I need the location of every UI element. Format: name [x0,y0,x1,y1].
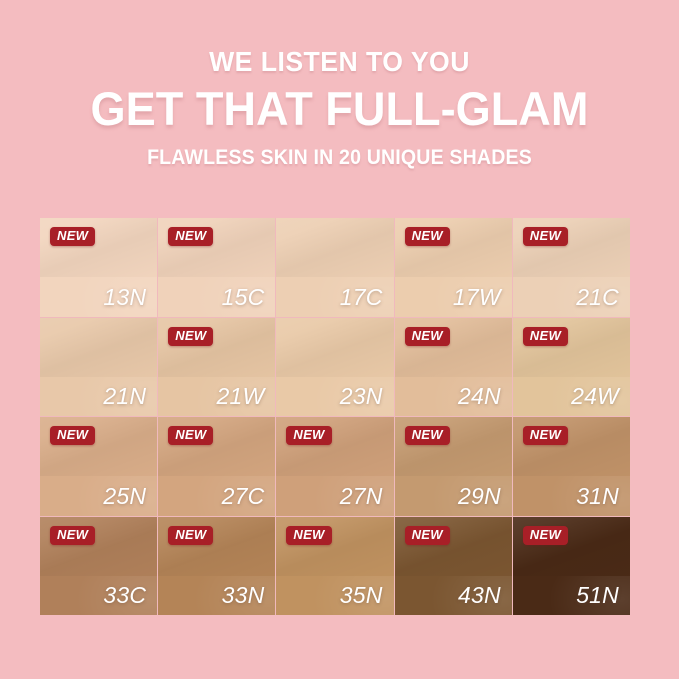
shade-code-label: 27N [339,482,383,509]
headline-text: GET THAT FULL-GLAM [90,82,589,135]
swatch-sheen-overlay [276,317,394,377]
swatch-sheen-overlay [40,317,158,377]
header-block: WE LISTEN TO YOU GET THAT FULL-GLAM FLAW… [0,46,679,170]
shade-swatch[interactable]: NEW 15C [158,218,276,317]
shade-swatch-grid: NEW13NNEW15CNEW17CNEW17WNEW21CNEW21NNEW2… [40,218,630,615]
shade-swatch[interactable]: NEW 24N [394,317,512,416]
shade-swatch[interactable]: NEW 35N [276,516,394,615]
shade-code-label: 25N [103,482,147,509]
shade-swatch[interactable]: NEW 31N [512,417,630,516]
shade-code-label: 33C [103,582,147,608]
shade-code-label: 15C [221,283,265,310]
shade-swatch[interactable]: NEW 27C [158,417,276,516]
shade-swatch[interactable]: NEW 29N [394,417,512,516]
shade-code-label: 43N [458,582,501,608]
shade-code-label: 21W [216,383,265,409]
shade-code-label: 13N [103,283,147,310]
new-badge: NEW [286,426,332,446]
shade-swatch[interactable]: NEW21N [40,317,158,416]
new-badge: NEW [168,525,214,545]
new-badge: NEW [168,426,214,446]
new-badge: NEW [404,525,450,545]
shade-code-label: 17C [339,283,383,310]
new-badge: NEW [522,426,569,446]
shade-swatch[interactable]: NEW 17W [394,218,512,317]
shade-code-label: 24N [458,383,501,409]
shade-code-label: 31N [576,482,619,509]
shade-swatch[interactable]: NEW 27N [276,417,394,516]
shade-code-label: 21C [576,283,619,310]
shade-code-label: 35N [339,582,383,608]
new-badge: NEW [404,326,450,346]
shade-swatch[interactable]: NEW 21W [158,317,276,416]
new-badge: NEW [50,227,96,247]
shade-swatch[interactable]: NEW 13N [40,218,158,317]
new-badge: NEW [50,525,96,545]
shade-swatch[interactable]: NEW 24W [512,317,630,416]
shade-code-label: 21N [103,383,147,409]
shade-swatch[interactable]: NEW 25N [40,417,158,516]
eyebrow-text: WE LISTEN TO YOU [209,46,470,77]
new-badge: NEW [50,426,96,446]
shade-swatch[interactable]: NEW 33N [158,516,276,615]
new-badge: NEW [168,227,214,247]
shade-swatch[interactable]: NEW 21C [512,218,630,317]
shade-swatch[interactable]: NEW 33C [40,516,158,615]
shade-swatch[interactable]: NEW 51N [512,516,630,615]
subline-text: FLAWLESS SKIN IN 20 UNIQUE SHADES [147,146,532,170]
new-badge: NEW [404,426,450,446]
shade-code-label: 51N [576,582,619,608]
new-badge: NEW [168,326,214,346]
shade-swatch[interactable]: NEW23N [276,317,394,416]
new-badge: NEW [286,525,332,545]
shade-code-label: 24W [571,383,619,409]
shade-code-label: 33N [221,582,265,608]
new-badge: NEW [404,227,450,247]
shade-swatch[interactable]: NEW17C [276,218,394,317]
shade-code-label: 17W [452,283,501,310]
shade-code-label: 27C [221,482,265,509]
new-badge: NEW [522,326,569,346]
swatch-sheen-overlay [276,218,394,278]
shade-code-label: 23N [339,383,383,409]
new-badge: NEW [522,227,569,247]
shade-code-label: 29N [458,482,501,509]
new-badge: NEW [522,525,569,545]
shade-swatch[interactable]: NEW 43N [394,516,512,615]
